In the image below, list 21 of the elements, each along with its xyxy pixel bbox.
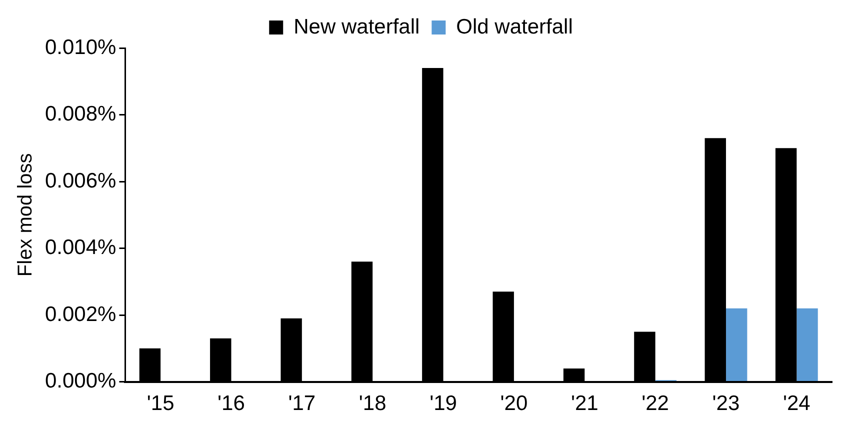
y-tick-label: 0.004%: [44, 236, 116, 260]
y-tick-label: 0.000%: [44, 370, 116, 393]
x-tick-label: '18: [358, 392, 386, 416]
x-tick-label: '22: [642, 392, 669, 416]
y-tick-label: 0.008%: [44, 102, 116, 126]
x-tick-label: '16: [218, 392, 245, 416]
x-tick-label: '23: [712, 392, 740, 416]
y-axis-title: Flex mod loss: [14, 153, 37, 277]
x-tick-label: '15: [146, 392, 174, 416]
x-tick-label: '19: [430, 392, 457, 416]
x-tick-label: '24: [782, 392, 811, 416]
legend-label: New waterfall: [294, 15, 420, 38]
x-tick-label: '20: [500, 392, 528, 416]
legend-label: Old waterfall: [456, 15, 573, 38]
y-tick-label: 0.006%: [44, 169, 116, 192]
bar: [796, 308, 818, 382]
y-tick-label: 0.002%: [44, 302, 116, 326]
bar: [726, 308, 748, 382]
y-tick-label: 0.010%: [44, 36, 116, 59]
x-tick-label: '17: [288, 392, 316, 416]
x-tick-label: '21: [570, 392, 598, 416]
